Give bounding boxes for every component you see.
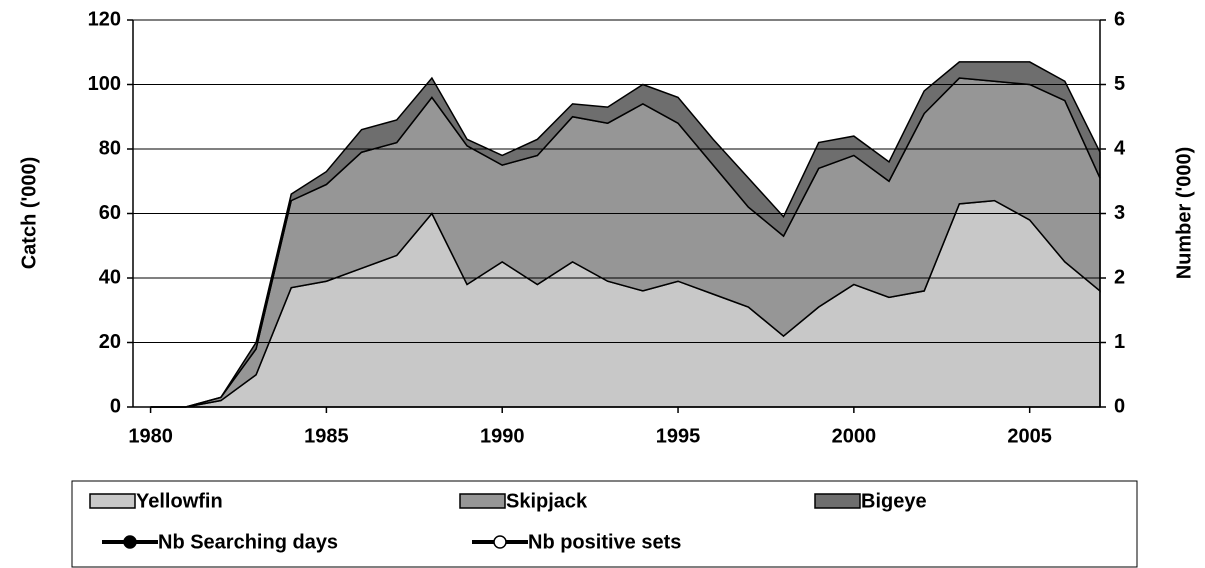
y2-tick-label: 6 [1114,8,1125,30]
legend-label: Skipjack [506,490,588,512]
x-tick-label: 1980 [128,425,173,447]
y2-tick-label: 3 [1114,202,1125,224]
y2-axis-title: Number ('000) [1173,147,1195,280]
y-tick-label: 20 [99,331,121,353]
legend-label: Nb Searching days [158,531,338,553]
y2-tick-label: 4 [1114,137,1126,159]
legend-marker [493,535,507,549]
y-axis-title: Catch ('000) [18,157,40,270]
legend-label: Bigeye [861,490,927,512]
y-tick-label: 80 [99,137,121,159]
legend-marker [123,535,137,549]
legend-box [71,480,1138,568]
legend-swatch [814,493,861,509]
y2-tick-label: 1 [1114,331,1125,353]
y-tick-label: 100 [88,73,121,95]
y-tick-label: 0 [110,395,121,417]
y-tick-label: 120 [88,8,121,30]
legend-swatch [459,493,506,509]
x-tick-label: 1990 [480,425,525,447]
legend-swatch [89,493,136,509]
y2-tick-label: 2 [1114,266,1125,288]
legend-label: Yellowfin [136,490,223,512]
x-tick-label: 1985 [304,425,349,447]
y2-tick-label: 0 [1114,395,1125,417]
x-tick-label: 2000 [832,425,877,447]
y-tick-label: 60 [99,202,121,224]
x-tick-label: 1995 [656,425,701,447]
x-tick-label: 2005 [1007,425,1052,447]
y-tick-label: 40 [99,266,121,288]
legend-label: Nb positive sets [528,531,681,553]
y2-tick-label: 5 [1114,73,1125,95]
